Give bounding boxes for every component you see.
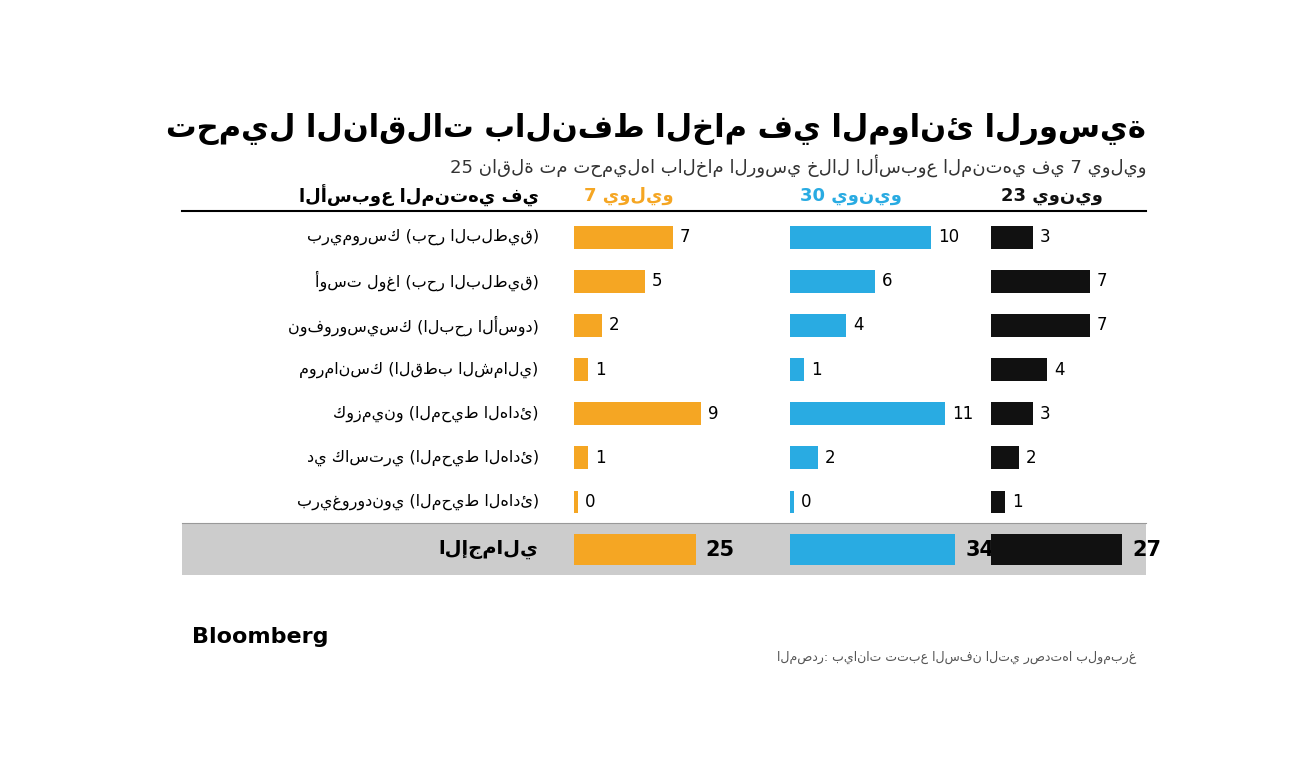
Text: 1: 1 bbox=[595, 449, 605, 467]
Bar bbox=[990, 358, 1047, 381]
Bar bbox=[574, 314, 603, 337]
Text: 25 ناقلة تم تحميلها بالخام الروسي خلال الأسبوع المنتهي في 7 يوليو: 25 ناقلة تم تحميلها بالخام الروسي خلال ا… bbox=[450, 155, 1147, 178]
Bar bbox=[574, 358, 588, 381]
Text: تحميل الناقلات بالنفط الخام في الموانئ الروسية: تحميل الناقلات بالنفط الخام في الموانئ ا… bbox=[166, 113, 1147, 145]
Bar bbox=[789, 534, 955, 565]
Bar bbox=[789, 358, 804, 381]
Bar bbox=[990, 402, 1033, 425]
Text: الإجمالي: الإجمالي bbox=[439, 540, 539, 559]
Text: 2: 2 bbox=[609, 316, 619, 334]
Bar bbox=[574, 402, 701, 425]
Text: Bloomberg: Bloomberg bbox=[192, 627, 329, 647]
Text: 0: 0 bbox=[801, 493, 811, 511]
Bar bbox=[574, 490, 578, 513]
Bar bbox=[990, 270, 1090, 293]
Text: 23 يونيو: 23 يونيو bbox=[1001, 187, 1103, 205]
Text: 7: 7 bbox=[680, 228, 691, 246]
Bar bbox=[990, 314, 1090, 337]
Bar bbox=[181, 525, 1147, 575]
Text: أوست لوغا (بحر البلطيق): أوست لوغا (بحر البلطيق) bbox=[315, 271, 539, 292]
Text: مورمانسك (القطب الشمالي): مورمانسك (القطب الشمالي) bbox=[299, 362, 539, 377]
Text: 7: 7 bbox=[1096, 272, 1107, 290]
Bar bbox=[574, 534, 696, 565]
Text: دي كاستري (المحيط الهادئ): دي كاستري (المحيط الهادئ) bbox=[307, 449, 539, 466]
Bar bbox=[990, 534, 1122, 565]
Text: 5: 5 bbox=[652, 272, 662, 290]
Text: 9: 9 bbox=[708, 405, 719, 423]
Text: بريغورودنوي (المحيط الهادئ): بريغورودنوي (المحيط الهادئ) bbox=[297, 494, 539, 510]
Bar bbox=[789, 490, 793, 513]
Text: 1: 1 bbox=[595, 361, 605, 378]
Bar bbox=[789, 446, 818, 469]
Bar bbox=[574, 446, 588, 469]
Bar bbox=[574, 226, 673, 249]
Text: 0: 0 bbox=[584, 493, 595, 511]
Text: 7: 7 bbox=[1096, 316, 1107, 334]
Text: 1: 1 bbox=[1012, 493, 1023, 511]
Text: 7 يوليو: 7 يوليو bbox=[583, 187, 674, 205]
Text: 6: 6 bbox=[881, 272, 892, 290]
Text: المصدر: بيانات تتبع السفن التي رصدتها بلومبرغ: المصدر: بيانات تتبع السفن التي رصدتها بل… bbox=[778, 650, 1137, 664]
Bar bbox=[789, 402, 945, 425]
Text: 2: 2 bbox=[826, 449, 836, 467]
Text: الأسبوع المنتهي في: الأسبوع المنتهي في bbox=[298, 185, 539, 207]
Text: 34: 34 bbox=[966, 540, 994, 559]
Text: 3: 3 bbox=[1041, 405, 1051, 423]
Text: 3: 3 bbox=[1041, 228, 1051, 246]
Text: 2: 2 bbox=[1026, 449, 1037, 467]
Bar bbox=[990, 490, 1004, 513]
Text: 4: 4 bbox=[1054, 361, 1065, 378]
Bar bbox=[789, 270, 875, 293]
Text: 4: 4 bbox=[853, 316, 864, 334]
Text: نوفوروسيسك (البحر الأسود): نوفوروسيسك (البحر الأسود) bbox=[288, 315, 539, 336]
Bar bbox=[574, 270, 644, 293]
Text: 10: 10 bbox=[938, 228, 959, 246]
Bar bbox=[990, 446, 1019, 469]
Text: كوزمينو (المحيط الهادئ): كوزمينو (المحيط الهادئ) bbox=[333, 406, 539, 422]
Text: 25: 25 bbox=[706, 540, 735, 559]
Bar bbox=[990, 226, 1033, 249]
Text: 1: 1 bbox=[811, 361, 822, 378]
Text: 30 يونيو: 30 يونيو bbox=[800, 187, 902, 205]
Text: 11: 11 bbox=[953, 405, 973, 423]
Text: بريمورسك (بحر البلطيق): بريمورسك (بحر البلطيق) bbox=[307, 229, 539, 246]
Text: 27: 27 bbox=[1133, 540, 1161, 559]
Bar bbox=[789, 226, 932, 249]
Bar bbox=[789, 314, 846, 337]
